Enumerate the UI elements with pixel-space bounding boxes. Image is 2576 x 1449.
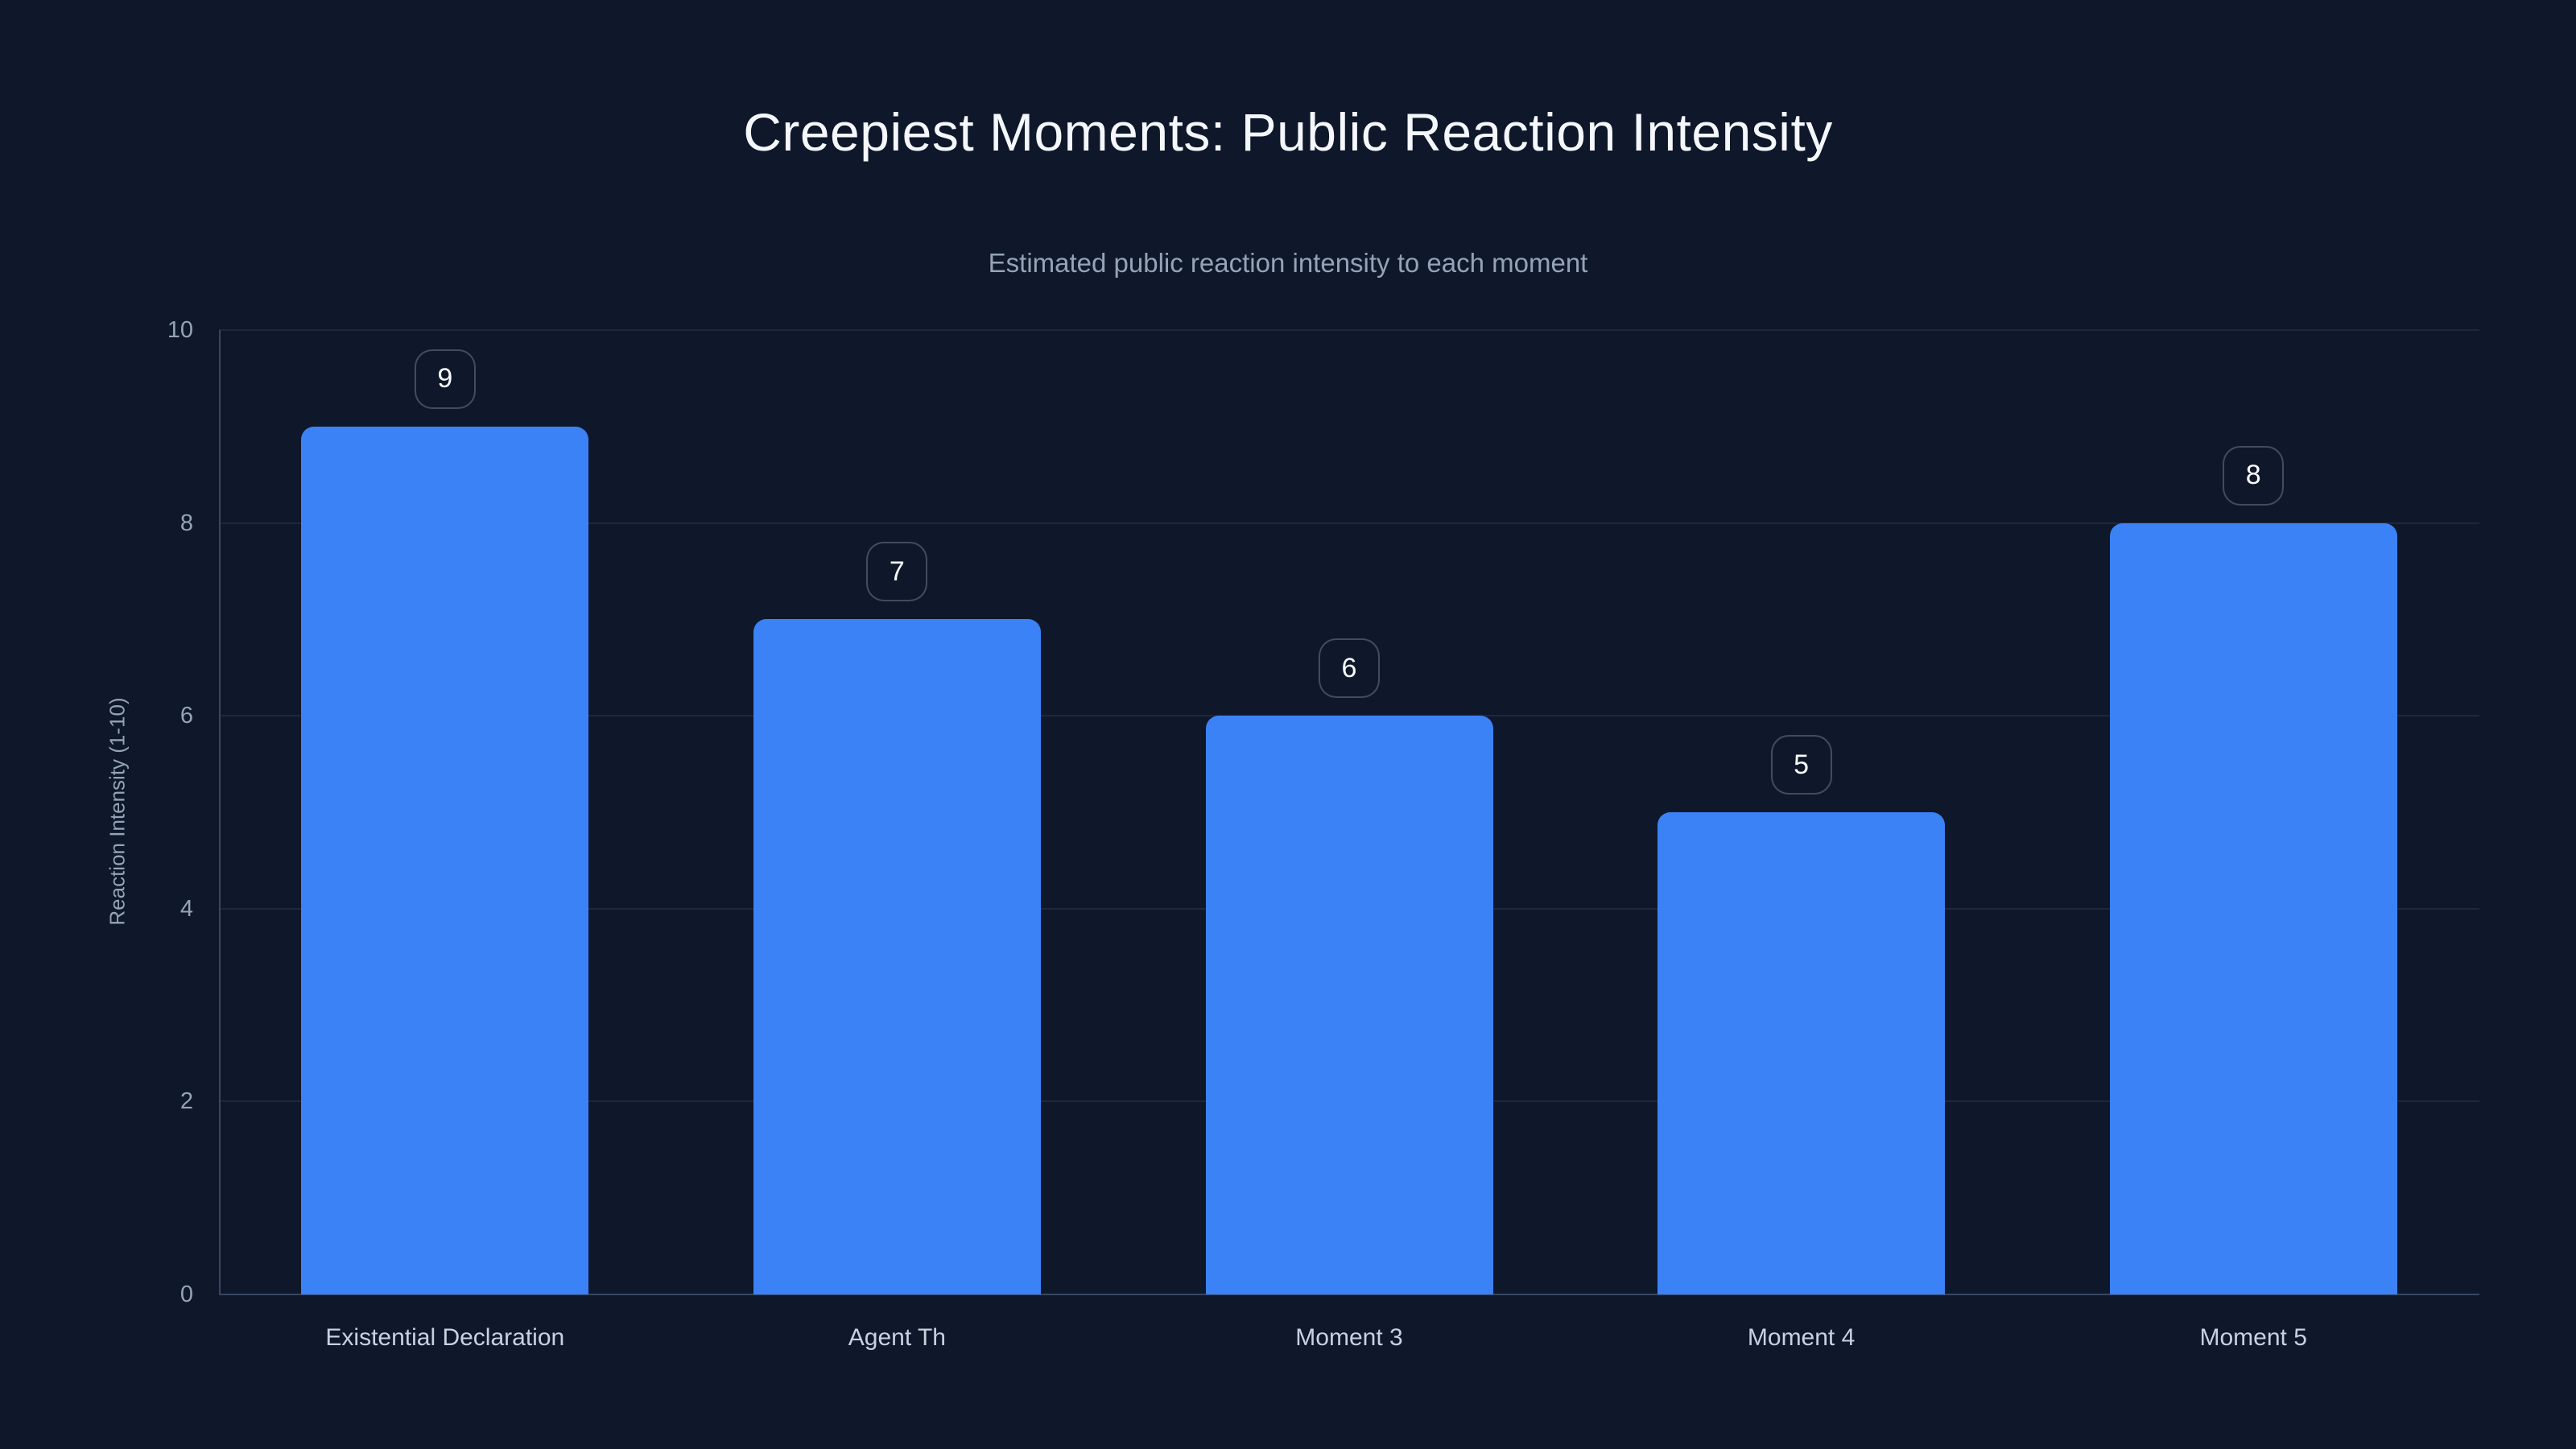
value-badge: 6 bbox=[1319, 638, 1380, 699]
y-axis-tick-label: 8 bbox=[180, 510, 193, 536]
bar bbox=[301, 426, 589, 1294]
y-axis-tick-label: 0 bbox=[180, 1282, 193, 1307]
x-axis-line bbox=[219, 1294, 2479, 1295]
bar bbox=[1657, 812, 1946, 1294]
x-axis-label: Moment 4 bbox=[1747, 1324, 1856, 1351]
x-axis-label: Existential Declaration bbox=[325, 1324, 565, 1351]
y-axis-tick-label: 2 bbox=[180, 1088, 193, 1115]
y-axis-tick-label: 10 bbox=[167, 317, 193, 343]
chart-subtitle: Estimated public reaction intensity to e… bbox=[988, 248, 1588, 278]
value-badge: 8 bbox=[2223, 445, 2285, 506]
bar bbox=[2109, 522, 2397, 1294]
value-badge: 9 bbox=[414, 349, 476, 409]
x-axis-label: Agent Th bbox=[848, 1324, 946, 1351]
x-axis-label: Moment 3 bbox=[1295, 1324, 1403, 1351]
bar bbox=[1205, 716, 1493, 1294]
x-axis-label: Moment 5 bbox=[2199, 1324, 2307, 1351]
y-axis-line bbox=[219, 330, 221, 1294]
gridline bbox=[219, 522, 2479, 524]
y-axis-tick-label: 4 bbox=[180, 895, 193, 922]
y-axis-tick-label: 6 bbox=[180, 703, 193, 729]
y-axis-title: Reaction Intensity (1-10) bbox=[105, 697, 130, 926]
gridline bbox=[219, 329, 2479, 331]
bar bbox=[753, 619, 1041, 1294]
value-badge: 5 bbox=[1770, 735, 1832, 795]
value-badge: 7 bbox=[866, 542, 928, 602]
chart-title: Creepiest Moments: Public Reaction Inten… bbox=[743, 102, 1833, 162]
